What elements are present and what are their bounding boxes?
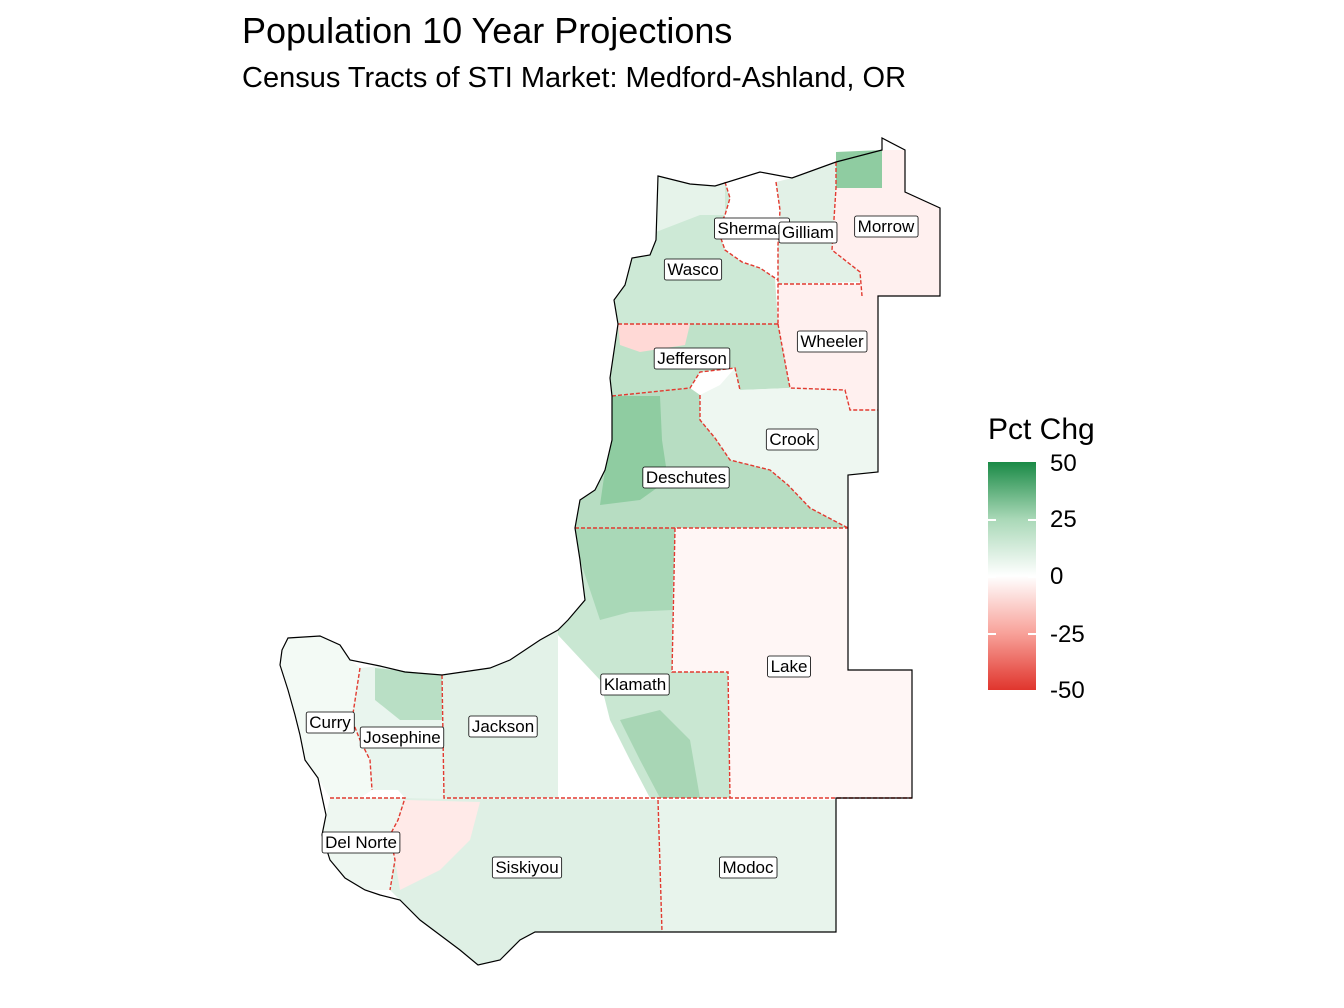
- county-label-text: Crook: [769, 430, 815, 449]
- legend-label: -25: [1050, 621, 1085, 648]
- county-label-box: [653, 347, 731, 370]
- legend-tick-mark: [988, 633, 996, 635]
- legend-tick-mark: [1028, 576, 1036, 578]
- county-label-text: Wheeler: [800, 332, 864, 351]
- county-label-text: Josephine: [363, 728, 441, 747]
- county-label-wheeler: Wheeler: [796, 330, 868, 353]
- county-label-text: Klamath: [604, 675, 666, 694]
- county-shape-jackson: [442, 630, 558, 798]
- county-label-jefferson: Jefferson: [653, 347, 731, 370]
- county-label-text: Curry: [309, 713, 351, 732]
- county-label-text: Gilliam: [782, 223, 834, 242]
- county-label-modoc: Modoc: [719, 856, 778, 879]
- county-label-box: [767, 655, 811, 678]
- county-label-curry: Curry: [305, 711, 355, 734]
- county-label-text: Del Norte: [325, 833, 397, 852]
- county-label-box: [491, 856, 563, 879]
- county-label-text: Jefferson: [657, 349, 727, 368]
- county-label-gilliam: Gilliam: [778, 221, 838, 244]
- county-label-sherman: Sherman: [714, 217, 790, 240]
- legend-label: 50: [1050, 450, 1077, 477]
- legend-tick-mark: [1028, 519, 1036, 521]
- county-label-box: [663, 258, 723, 281]
- legend-title: Pct Chg: [988, 413, 1095, 446]
- county-label-box: [719, 856, 778, 879]
- county-label-text: Siskiyou: [495, 858, 558, 877]
- county-label-box: [778, 221, 838, 244]
- county-label-josephine: Josephine: [359, 726, 445, 749]
- county-label-box: [854, 215, 919, 238]
- county-label-wasco: Wasco: [663, 258, 723, 281]
- county-label-klamath: Klamath: [600, 673, 670, 696]
- county-label-box: [765, 428, 819, 451]
- map-title: Population 10 Year Projections: [242, 10, 733, 51]
- county-label-siskiyou: Siskiyou: [491, 856, 563, 879]
- county-label-text: Jackson: [472, 717, 534, 736]
- legend-tick-mark: [988, 576, 996, 578]
- county-label-deschutes: Deschutes: [642, 466, 730, 489]
- legend-label: -50: [1050, 677, 1085, 704]
- county-label-text: Wasco: [667, 260, 718, 279]
- map-subtitle: Census Tracts of STI Market: Medford-Ash…: [242, 62, 907, 94]
- county-label-del-norte: Del Norte: [321, 831, 401, 854]
- county-label-text: Morrow: [858, 217, 915, 236]
- legend-label: 0: [1050, 563, 1064, 590]
- county-shape-wasco: [614, 176, 778, 324]
- county-borders: [330, 162, 912, 933]
- county-label-box: [796, 330, 868, 353]
- county-label-text: Lake: [771, 657, 808, 676]
- county-label-box: [642, 466, 730, 489]
- county-label-box: [321, 831, 401, 854]
- county-label-text: Sherman: [718, 219, 787, 238]
- county-label-box: [600, 673, 670, 696]
- county-label-box: [468, 715, 538, 738]
- legend-tick-mark: [988, 519, 996, 521]
- county-label-morrow: Morrow: [854, 215, 919, 238]
- county-label-box: [359, 726, 445, 749]
- legend-label: 25: [1050, 506, 1077, 533]
- market-outline: [279, 137, 941, 966]
- county-label-text: Modoc: [722, 858, 774, 877]
- county-label-crook: Crook: [765, 428, 819, 451]
- county-label-text: Deschutes: [646, 468, 726, 487]
- county-label-box: [305, 711, 355, 734]
- county-label-lake: Lake: [767, 655, 811, 678]
- legend-tick-mark: [1028, 633, 1036, 635]
- county-label-jackson: Jackson: [468, 715, 538, 738]
